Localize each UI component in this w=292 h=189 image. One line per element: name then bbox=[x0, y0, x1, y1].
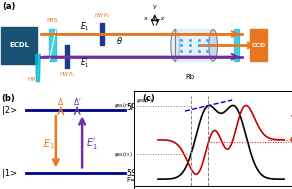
Text: CCD: CCD bbox=[251, 43, 265, 48]
Polygon shape bbox=[49, 29, 56, 61]
Text: $HWP_2$: $HWP_2$ bbox=[94, 11, 110, 20]
Text: $5S_{1/2}$: $5S_{1/2}$ bbox=[126, 167, 146, 180]
Text: y: y bbox=[153, 4, 157, 9]
Text: $\Delta'$: $\Delta'$ bbox=[73, 96, 81, 107]
Text: PBS: PBS bbox=[47, 18, 58, 23]
Text: ECDL: ECDL bbox=[9, 42, 29, 48]
Text: |1>: |1> bbox=[2, 169, 18, 178]
Text: $\varphi_{NL}(r)$: $\varphi_{NL}(r)$ bbox=[136, 96, 153, 105]
Text: (a): (a) bbox=[2, 2, 16, 11]
Text: z: z bbox=[160, 16, 164, 21]
Text: $E_1'$: $E_1'$ bbox=[86, 136, 98, 151]
Text: $\varphi_{NL}(r_1)$: $\varphi_{NL}(r_1)$ bbox=[114, 101, 133, 110]
Text: (b): (b) bbox=[2, 94, 15, 103]
Ellipse shape bbox=[171, 29, 180, 61]
Polygon shape bbox=[36, 54, 40, 82]
Text: $E_1$: $E_1$ bbox=[44, 137, 55, 151]
Polygon shape bbox=[175, 29, 213, 61]
Text: |2>: |2> bbox=[2, 106, 18, 115]
Polygon shape bbox=[234, 29, 239, 61]
Bar bbox=[250, 29, 267, 61]
Text: (c): (c) bbox=[142, 94, 155, 103]
Polygon shape bbox=[65, 45, 69, 68]
Text: 0: 0 bbox=[290, 137, 292, 143]
Text: Rb: Rb bbox=[185, 74, 194, 80]
Text: $HWP_1$: $HWP_1$ bbox=[59, 70, 75, 79]
Text: $\delta k(r_{1,2})$: $\delta k(r_{1,2})$ bbox=[290, 138, 292, 146]
Ellipse shape bbox=[209, 29, 218, 61]
Text: $\delta k(r)$: $\delta k(r)$ bbox=[290, 111, 292, 120]
Text: x: x bbox=[144, 16, 148, 21]
Text: $\Delta$: $\Delta$ bbox=[57, 96, 64, 107]
Text: $\theta$: $\theta$ bbox=[116, 35, 123, 46]
Text: $E_1'$: $E_1'$ bbox=[80, 57, 90, 70]
Text: F=2: F=2 bbox=[126, 177, 141, 183]
Text: $5P_{3/2}$: $5P_{3/2}$ bbox=[126, 101, 146, 114]
Text: HR: HR bbox=[28, 77, 36, 82]
Polygon shape bbox=[100, 23, 104, 45]
Bar bbox=[1, 27, 36, 64]
Text: $E_1$: $E_1$ bbox=[80, 20, 90, 33]
Text: $\varphi_{NL}(r_2)$: $\varphi_{NL}(r_2)$ bbox=[114, 150, 133, 159]
